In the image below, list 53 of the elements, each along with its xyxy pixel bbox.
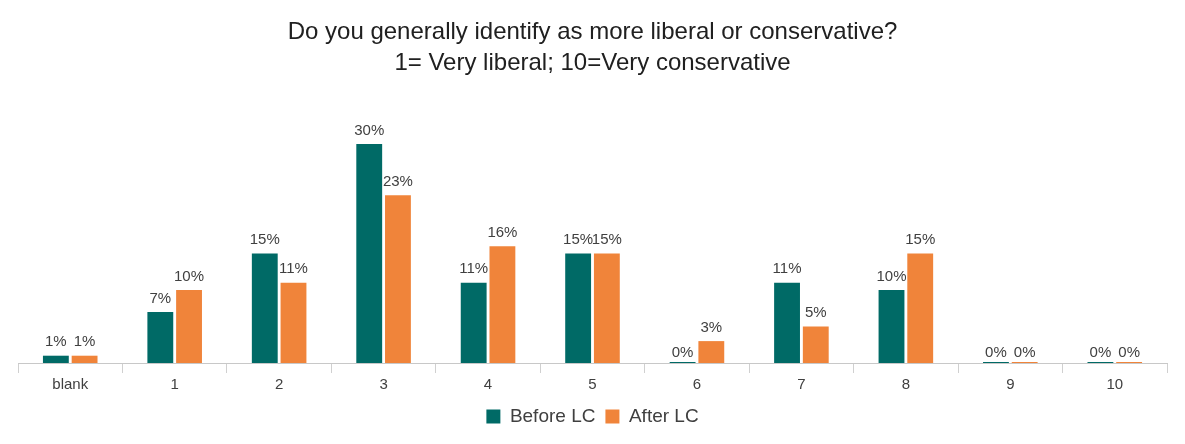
- bar: [907, 253, 934, 363]
- data-label: 1%: [45, 332, 67, 350]
- data-label: 15%: [905, 230, 936, 248]
- x-tick-label: 10: [1106, 375, 1124, 393]
- bar: [698, 341, 725, 363]
- x-tick-label: 3: [379, 375, 388, 393]
- x-tick-label: 4: [483, 375, 493, 393]
- x-tick-label: 9: [1006, 375, 1015, 393]
- data-label: 15%: [563, 230, 594, 248]
- bar: [802, 326, 829, 363]
- data-label: 0%: [671, 342, 694, 360]
- bar: [489, 246, 516, 363]
- bar: [460, 282, 487, 363]
- x-tick-label: 5: [588, 375, 597, 393]
- x-tick-label: 2: [274, 375, 284, 393]
- data-label: 0%: [1118, 342, 1140, 360]
- bar: [176, 290, 202, 363]
- bar: [774, 282, 800, 363]
- legend-label: After LC: [628, 404, 699, 426]
- data-label: 30%: [354, 120, 385, 138]
- data-label: 10%: [876, 266, 907, 284]
- bar: [280, 282, 307, 363]
- bar: [42, 355, 69, 363]
- bar: [251, 253, 278, 363]
- data-label: 3%: [700, 317, 723, 335]
- data-label: 0%: [1013, 342, 1036, 360]
- chart-subtitle: 1= Very liberal; 10=Very conservative: [394, 47, 791, 75]
- data-label: 11%: [772, 259, 802, 277]
- data-label: 16%: [487, 222, 518, 240]
- bar: [147, 311, 174, 363]
- x-tick-label: 7: [797, 375, 806, 393]
- data-label: 11%: [279, 259, 308, 277]
- data-label: 0%: [1089, 342, 1112, 360]
- data-label: 23%: [382, 171, 413, 189]
- data-label: 11%: [459, 259, 489, 277]
- bar: [878, 290, 905, 363]
- bar: [356, 144, 383, 363]
- bar: [385, 195, 411, 363]
- data-label: 7%: [149, 288, 172, 306]
- x-tick-label: 6: [692, 375, 702, 393]
- x-tick-label: 1: [170, 375, 179, 393]
- bar: [593, 253, 620, 363]
- chart-title: Do you generally identify as more liberal or conservative?: [287, 17, 898, 45]
- data-label: 15%: [249, 230, 280, 248]
- bar: [565, 253, 592, 363]
- data-label: 5%: [804, 303, 827, 321]
- data-label: 10%: [174, 266, 205, 284]
- data-label: 1%: [73, 332, 96, 350]
- x-tick-label: blank: [52, 375, 89, 393]
- x-tick-label: 8: [901, 375, 911, 393]
- legend-label: Before LC: [509, 404, 596, 426]
- bar: [71, 355, 98, 363]
- data-label: 0%: [985, 342, 1007, 360]
